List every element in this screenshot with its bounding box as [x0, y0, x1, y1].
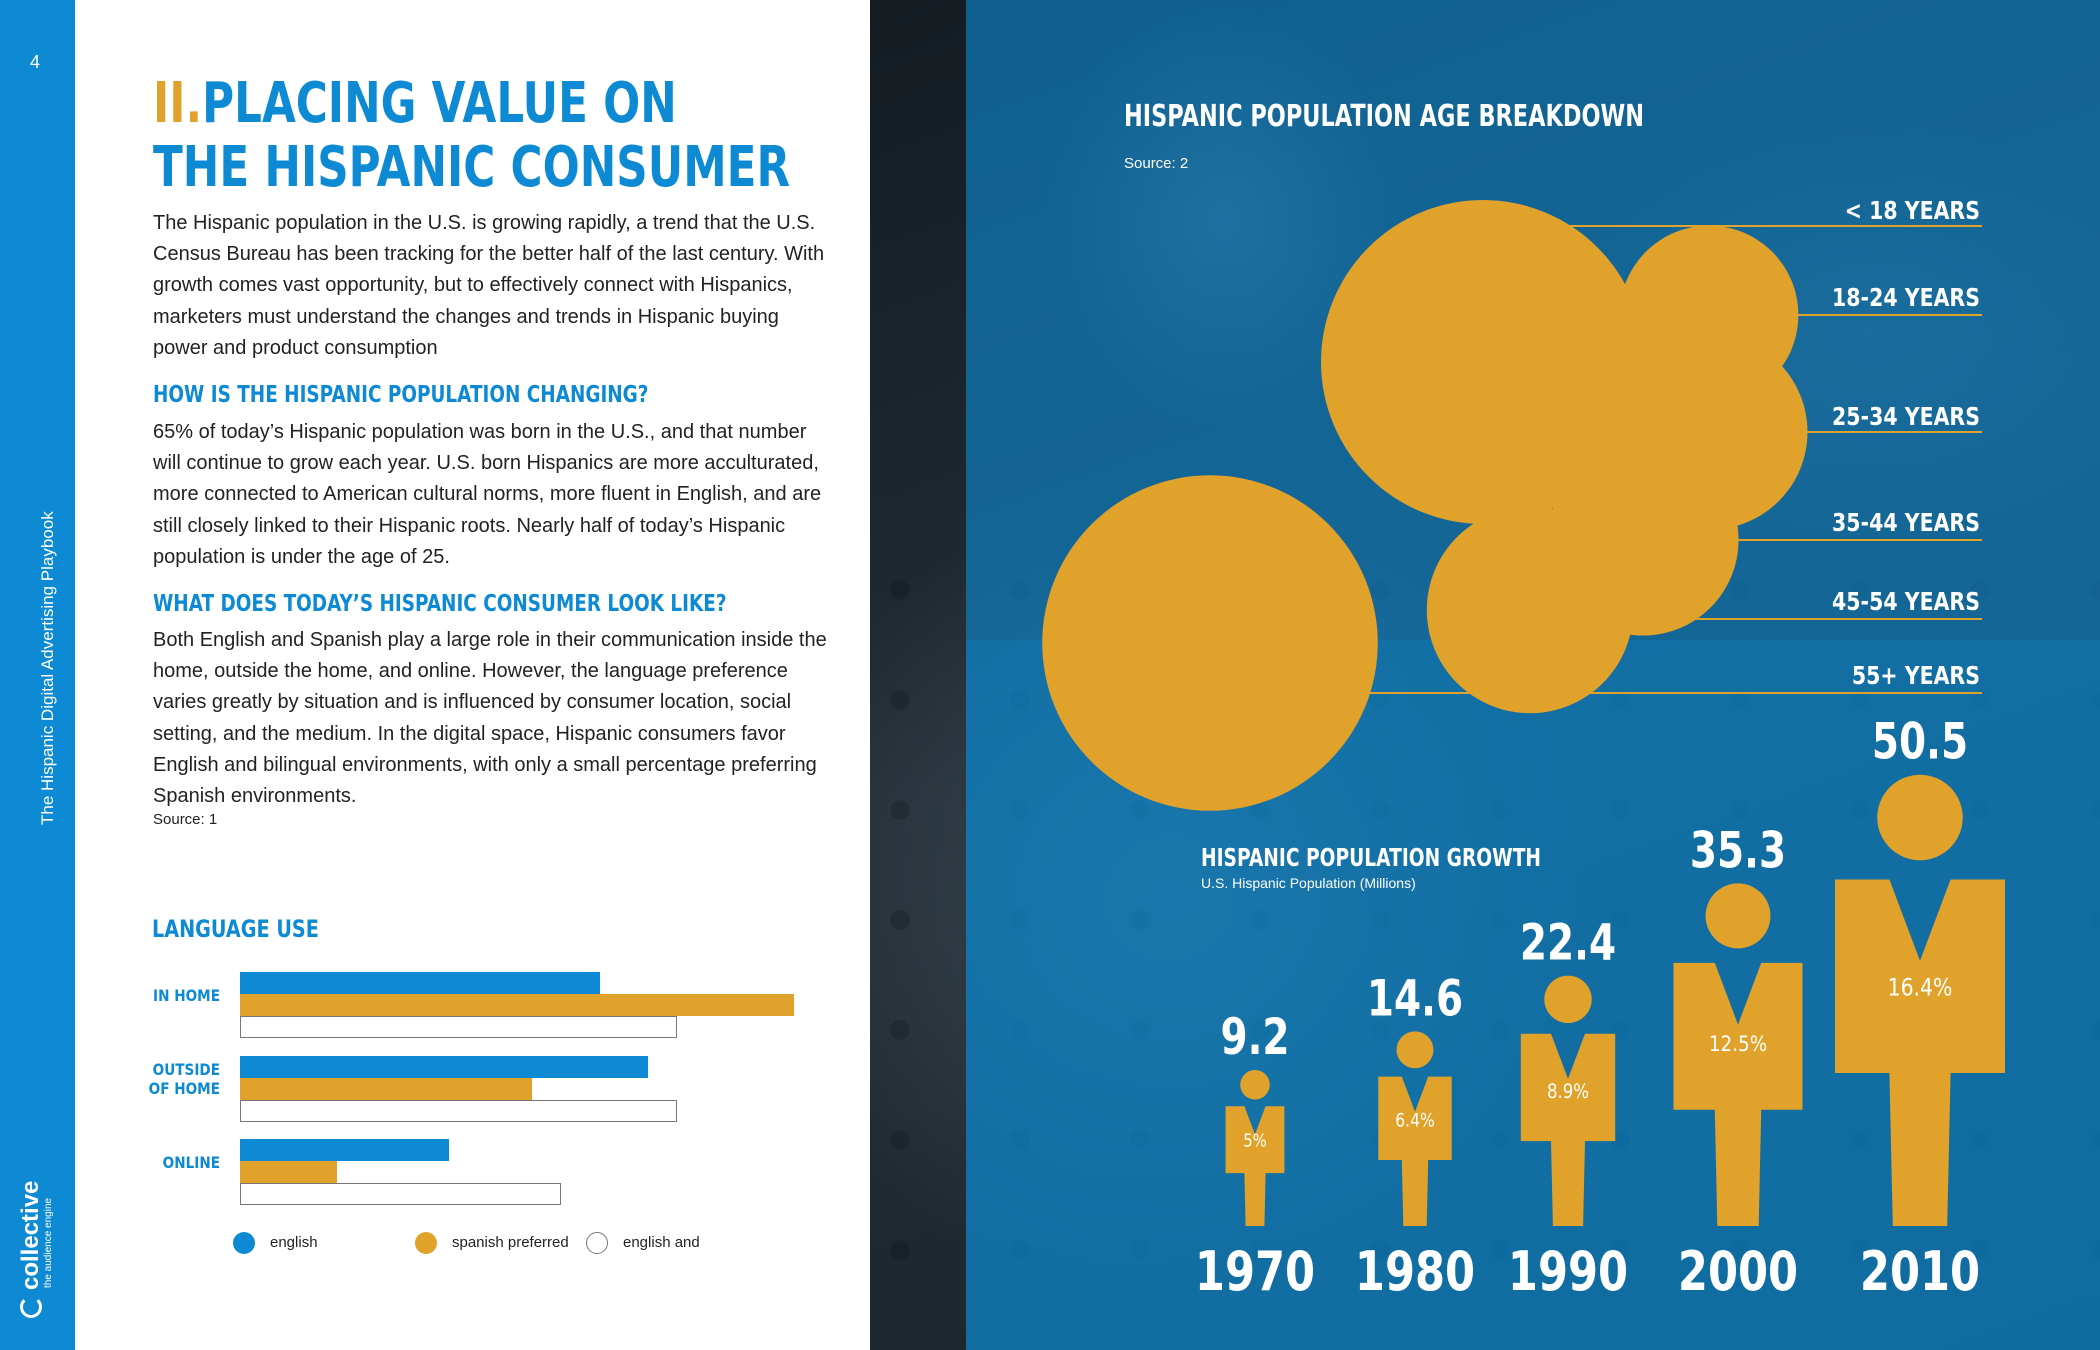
person-figure	[1225, 1106, 1285, 1226]
population-growth-subtitle: U.S. Hispanic Population (Millions)	[1201, 875, 1416, 891]
title-line2: THE HISPANIC CONSUMER	[153, 135, 791, 200]
population-year-label: 1980	[1355, 1240, 1475, 1303]
legend-label: spanish preferred	[452, 1234, 569, 1251]
subhead-consumer-look: WHAT DOES TODAY’S HISPANIC CONSUMER LOOK…	[153, 591, 727, 617]
age-label: 55+ YEARS	[1852, 662, 1980, 690]
page-title: II.PLACING VALUE ON THE HISPANIC CONSUME…	[153, 72, 933, 200]
population-share-label: 12.5%	[1709, 1031, 1767, 1057]
age-bubble	[1426, 506, 1634, 714]
age-label: 45-54 YEARS	[1832, 588, 1980, 616]
language-bar-english	[240, 1056, 649, 1078]
population-year-label: 1990	[1508, 1240, 1628, 1303]
population-pictogram: 5% 9.2 1970 6.4% 14.6 1980 8.9% 22.4 1990 12.5% 35…	[1195, 712, 2005, 1303]
language-bar-english-and	[240, 1100, 678, 1122]
consumer-look-paragraph: Both English and Spanish play a large ro…	[153, 629, 827, 808]
language-category-label-line: OF HOME	[148, 1079, 220, 1098]
age-bubble	[1042, 475, 1378, 811]
population-value-label: 22.4	[1520, 913, 1616, 972]
language-bar-english-and	[240, 1183, 561, 1205]
population-value-label: 9.2	[1220, 1007, 1289, 1066]
page-number: 4	[30, 52, 41, 72]
population-value-label: 35.3	[1690, 821, 1786, 880]
title-number: II.	[153, 71, 203, 136]
population-year-label: 2000	[1678, 1240, 1798, 1303]
person-figure	[1673, 962, 1803, 1226]
age-label: 35-44 YEARS	[1832, 509, 1980, 537]
language-bar-english-and	[240, 1016, 678, 1038]
legend-swatch	[586, 1232, 608, 1254]
age-label: 18-24 YEARS	[1832, 284, 1980, 312]
language-bar-english	[240, 1139, 449, 1161]
intro-paragraph: The Hispanic population in the U.S. is g…	[153, 212, 825, 359]
language-category-label: IN HOME	[93, 986, 220, 1005]
population-share-label: 16.4%	[1888, 974, 1953, 1002]
population-share-label: 6.4%	[1395, 1110, 1434, 1132]
person-figure	[1835, 879, 2005, 1226]
language-category-label-line: ONLINE	[162, 1153, 220, 1172]
population-value-label: 14.6	[1367, 969, 1463, 1028]
source-note: Source: 1	[153, 811, 218, 828]
person-figure	[1378, 1076, 1452, 1226]
person-figure	[1520, 1033, 1616, 1226]
person-head	[1877, 774, 1963, 861]
legend-swatch	[233, 1232, 255, 1254]
person-head	[1240, 1069, 1270, 1100]
age-breakdown-source: Source: 2	[1124, 155, 1188, 172]
population-changing-paragraph: 65% of today’s Hispanic population was b…	[153, 421, 822, 568]
language-category-label: ONLINE	[93, 1153, 220, 1172]
page-spine: 4 The Hispanic Digital Advertising Playb…	[0, 0, 75, 1350]
age-bubbles: < 18 YEARS 18-24 YEARS 25-34 YEARS 35-44 YE…	[1042, 197, 1982, 811]
person-head	[1705, 883, 1771, 949]
population-year-label: 2010	[1860, 1240, 1980, 1303]
language-bar-english	[240, 972, 600, 994]
language-use-title: LANGUAGE USE	[152, 915, 319, 943]
legend-swatch	[415, 1232, 437, 1254]
person-head	[1396, 1031, 1434, 1069]
population-value-label: 50.5	[1872, 712, 1968, 771]
age-label: 25-34 YEARS	[1832, 403, 1980, 431]
person-head	[1544, 975, 1592, 1024]
language-category-label-line: OUTSIDE	[152, 1060, 220, 1079]
language-category-label-line: IN HOME	[153, 986, 220, 1005]
age-bubble	[1321, 200, 1645, 524]
population-growth-title: HISPANIC POPULATION GROWTH	[1201, 843, 1541, 872]
legend-label: english	[270, 1234, 318, 1251]
language-bar-spanish-preferred	[240, 994, 795, 1016]
language-bar-spanish-preferred	[240, 1161, 338, 1183]
legend-label: english and	[623, 1234, 700, 1251]
age-breakdown-title: HISPANIC POPULATION AGE BREAKDOWN	[1124, 99, 1644, 134]
population-year-label: 1970	[1195, 1240, 1315, 1303]
language-bar-spanish-preferred	[240, 1078, 532, 1100]
subhead-population-changing: HOW IS THE HISPANIC POPULATION CHANGING?	[153, 382, 649, 408]
population-share-label: 5%	[1243, 1130, 1267, 1150]
language-category-label: OUTSIDE OF HOME	[93, 1060, 220, 1098]
title-line1: PLACING VALUE ON	[202, 71, 677, 136]
population-share-label: 8.9%	[1547, 1081, 1589, 1104]
age-label: < 18 YEARS	[1845, 197, 1980, 225]
